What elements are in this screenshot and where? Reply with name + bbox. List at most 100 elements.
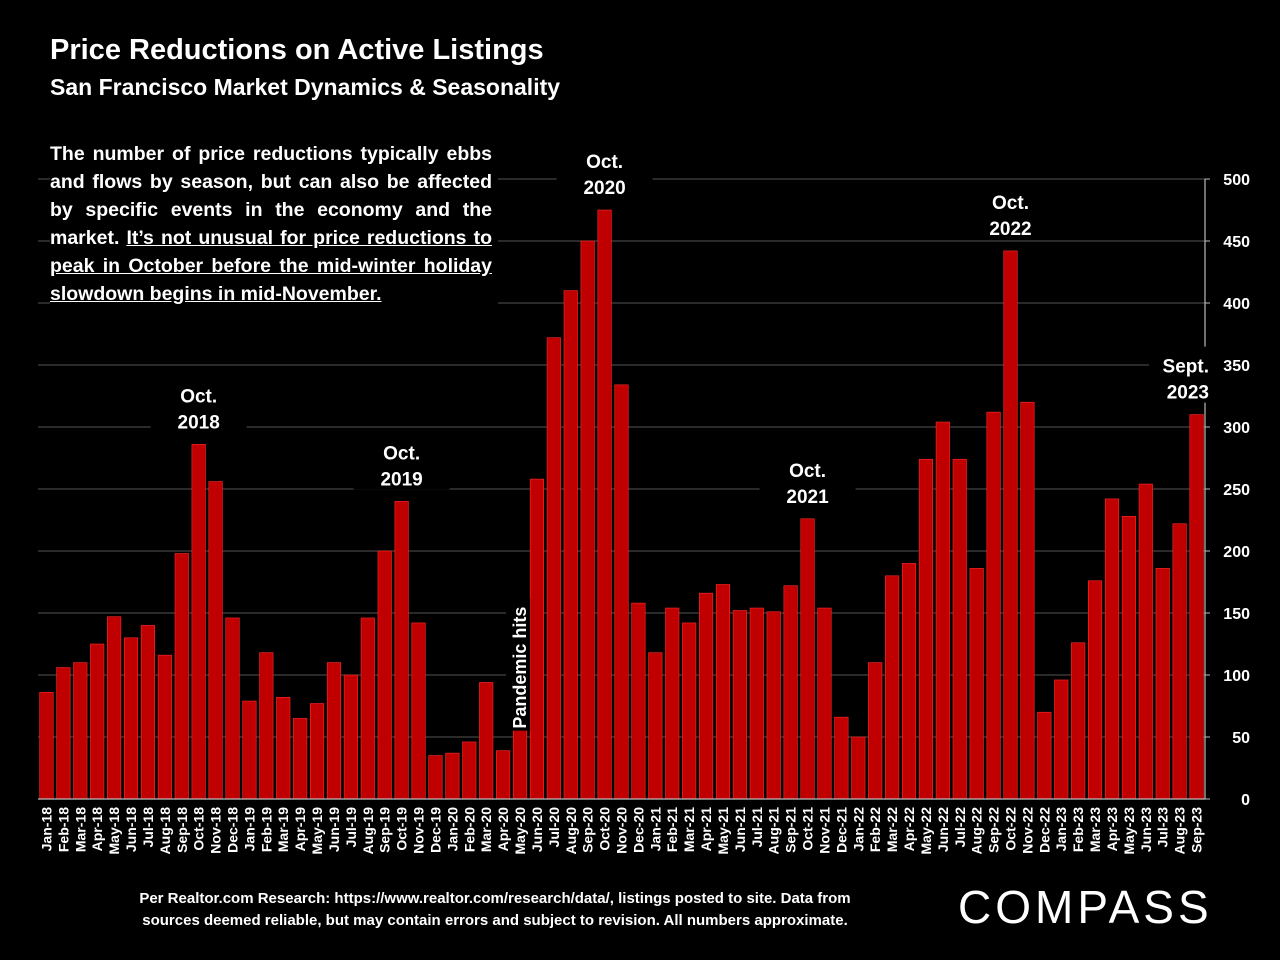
bar-mar-22 (885, 575, 900, 800)
y-tick-label: 450 (1223, 234, 1250, 251)
bar-aug-22 (969, 568, 984, 800)
bar-feb-20 (462, 741, 477, 800)
x-tick-label: Nov-20 (614, 807, 630, 854)
x-tick-label: Jul-23 (1155, 807, 1171, 848)
y-tick-label: 300 (1223, 420, 1250, 437)
x-tick-label: Sep-19 (377, 807, 393, 853)
x-tick-label: Nov-18 (208, 807, 224, 854)
bar-jun-18 (123, 637, 139, 800)
bar-apr-20 (496, 750, 511, 800)
x-tick-label: Jul-20 (546, 807, 562, 848)
x-tick-label: May-20 (512, 807, 528, 855)
x-tick-label: Oct-21 (800, 807, 816, 851)
x-tick-label: Sep-21 (783, 807, 799, 853)
pandemic-note: Pandemic hits (510, 607, 530, 729)
x-tick-label: Jan-18 (38, 807, 54, 852)
x-tick-label: Jan-19 (241, 807, 257, 852)
bar-may-21 (715, 584, 731, 800)
x-tick-label: Jul-21 (749, 807, 765, 848)
x-tick-label: Jul-22 (952, 807, 968, 848)
annotation-backdrop (1149, 346, 1211, 403)
peak-annotation: 2021 (786, 487, 829, 508)
bar-jul-22 (952, 458, 967, 800)
x-tick-label: Aug-21 (766, 807, 782, 855)
y-tick-label: 350 (1223, 358, 1250, 375)
x-tick-label: Jun-23 (1138, 807, 1154, 852)
bar-jul-20 (546, 337, 561, 800)
x-tick-label: Jun-20 (529, 807, 545, 852)
footnote-line-1: Per Realtor.com Research: https://www.re… (139, 890, 851, 907)
bar-sep-23 (1189, 414, 1204, 800)
x-tick-label: Nov-21 (816, 807, 832, 854)
x-tick-label: Jan-21 (647, 807, 663, 852)
vertical-note-backdrop (506, 598, 531, 731)
x-tick-label: Nov-19 (411, 807, 427, 854)
bar-oct-21 (800, 518, 815, 800)
bar-jan-20 (445, 752, 460, 800)
x-tick-label: Jun-18 (123, 807, 139, 852)
x-tick-label: Dec-18 (225, 807, 241, 853)
x-tick-label: Jan-23 (1053, 807, 1069, 852)
x-tick-label: Jan-22 (850, 807, 866, 852)
x-tick-label: Sep-23 (1189, 807, 1205, 853)
description-text: The number of price reductions typically… (50, 140, 498, 308)
bar-feb-18 (56, 667, 71, 800)
bar-may-22 (918, 458, 933, 800)
x-tick-label: Nov-22 (1019, 807, 1035, 854)
bar-oct-18 (191, 444, 206, 800)
x-tick-label: Apr-18 (89, 807, 105, 852)
x-tick-label: Jun-21 (732, 807, 748, 852)
bar-jun-20 (529, 478, 544, 800)
annotation-backdrop (556, 142, 653, 198)
x-tick-label: Aug-20 (563, 807, 579, 855)
x-tick-label: Jan-20 (444, 807, 460, 852)
y-tick-label: 500 (1223, 172, 1250, 189)
bar-apr-18 (90, 643, 105, 800)
x-tick-label: Apr-23 (1104, 807, 1120, 852)
x-tick-label: Jun-19 (326, 807, 342, 852)
bar-dec-22 (1037, 711, 1052, 800)
x-tick-label: Aug-22 (969, 807, 985, 855)
bar-jan-23 (1054, 679, 1069, 800)
y-tick-label: 400 (1223, 296, 1250, 313)
x-tick-label: Feb-21 (664, 807, 680, 852)
bar-sep-21 (783, 585, 798, 800)
y-tick-label: 50 (1232, 730, 1250, 747)
x-tick-label: Sep-22 (986, 807, 1002, 853)
bar-feb-21 (665, 607, 680, 800)
bar-mar-18 (73, 662, 88, 800)
bar-dec-20 (631, 602, 646, 800)
x-tick-label: Dec-21 (833, 807, 849, 853)
x-tick-label: Jun-22 (935, 807, 951, 852)
peak-annotation: 2019 (380, 469, 422, 490)
bar-jul-18 (140, 625, 156, 800)
bar-sep-19 (377, 550, 392, 800)
x-tick-label: Sep-18 (174, 807, 190, 853)
x-tick-label: Apr-22 (901, 807, 917, 852)
bar-jan-19 (242, 700, 257, 800)
peak-annotation: Oct. (992, 193, 1029, 214)
bar-nov-22 (1020, 401, 1035, 800)
bar-mar-23 (1088, 580, 1103, 800)
x-tick-label: Mar-20 (478, 807, 494, 852)
bar-mar-21 (682, 622, 697, 800)
bar-apr-19 (293, 718, 308, 800)
x-tick-label: Feb-22 (867, 807, 883, 852)
bar-apr-22 (901, 563, 917, 800)
x-tick-label: Feb-19 (258, 807, 274, 852)
x-tick-label: Jul-19 (343, 807, 359, 848)
x-tick-label: Aug-19 (360, 807, 376, 855)
peak-annotation: 2023 (1167, 383, 1209, 404)
bar-sep-22 (986, 411, 1001, 800)
bar-jun-21 (732, 610, 747, 800)
annotation-backdrop (150, 376, 247, 433)
peak-annotation: Oct. (789, 461, 826, 482)
x-tick-label: Mar-18 (72, 807, 88, 852)
peak-annotation: Oct. (180, 386, 217, 407)
chart-subtitle: San Francisco Market Dynamics & Seasonal… (50, 74, 561, 100)
bar-nov-21 (817, 607, 832, 800)
x-tick-label: Jul-18 (140, 807, 156, 848)
bar-aug-18 (157, 654, 172, 800)
x-tick-label: Mar-19 (275, 807, 291, 852)
